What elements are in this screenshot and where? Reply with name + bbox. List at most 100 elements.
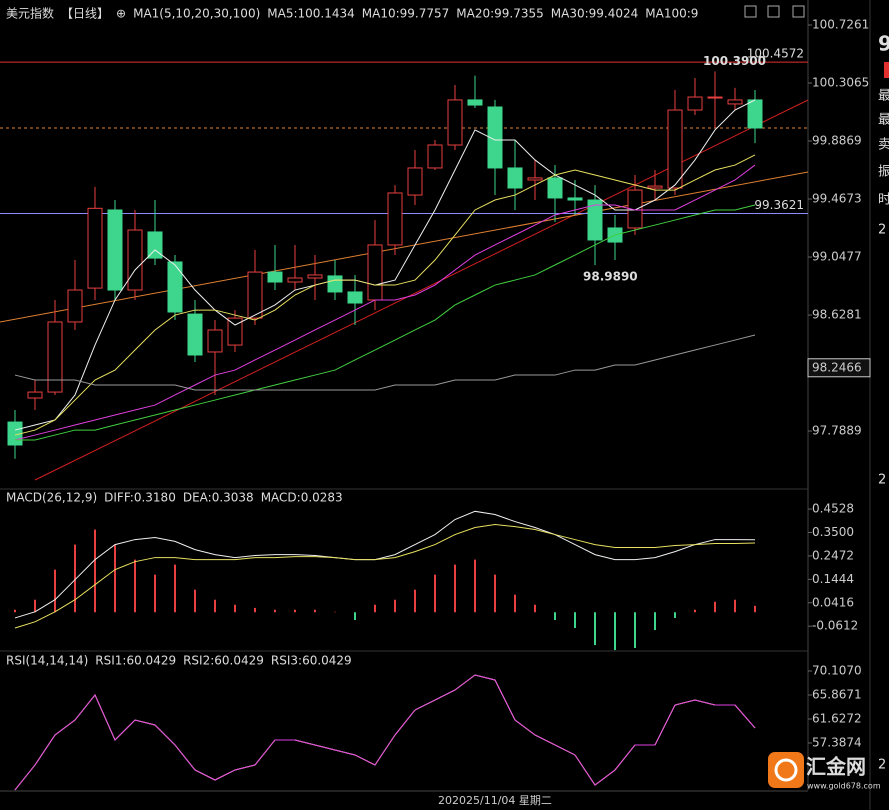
window-controls[interactable] xyxy=(744,5,805,18)
side-panel-text: 卖 xyxy=(878,138,889,153)
side-panel-text: 最 xyxy=(878,89,889,104)
candle-body xyxy=(87,207,103,289)
candle-body xyxy=(187,313,203,356)
cursor-box xyxy=(807,358,871,378)
line-label: 99.3621 xyxy=(754,198,804,212)
y-tick-label: 99.8869 xyxy=(812,134,862,148)
y-tick-label: 0.4528 xyxy=(812,502,854,516)
x-axis-label: 20 xyxy=(438,794,452,807)
legend-text: MA5:100.1434 xyxy=(267,7,355,21)
legend-text: RSI3:60.0429 xyxy=(271,654,352,668)
candle-body xyxy=(27,391,43,399)
legend-text: MA1(5,10,20,30,100) xyxy=(133,7,260,21)
side-panel-text: 2 xyxy=(878,758,886,773)
side-panel-text: 振 xyxy=(878,165,889,180)
legend-text: MACD(26,12,9) xyxy=(6,491,97,505)
legend-text: DEA:0.3038 xyxy=(183,491,254,505)
candle-body xyxy=(527,177,543,181)
ma-line xyxy=(15,204,756,441)
macd-line xyxy=(14,524,756,629)
y-tick-label: 0.1444 xyxy=(812,572,854,586)
candle-body xyxy=(387,192,403,246)
candle-body xyxy=(507,167,523,189)
candle-body xyxy=(107,209,123,291)
side-panel-text: 9 xyxy=(878,32,889,56)
cursor-label: 98.2466 xyxy=(812,360,862,374)
y-tick-label: 99.0477 xyxy=(812,250,862,264)
candle-body xyxy=(267,271,283,283)
candle-body xyxy=(147,231,163,259)
candle-body xyxy=(687,96,703,111)
candle-body xyxy=(547,177,563,199)
candle-body xyxy=(347,291,363,304)
candle-body xyxy=(427,144,443,169)
candle-body xyxy=(447,99,463,146)
line-label: 100.4572 xyxy=(747,47,804,61)
candle-body xyxy=(287,277,303,283)
candle-body xyxy=(707,96,723,99)
candle-body xyxy=(127,229,143,291)
candle-body xyxy=(207,329,223,353)
candle-body xyxy=(67,289,83,323)
logo-icon xyxy=(768,752,804,788)
ma-line xyxy=(14,154,756,436)
legend-text: RSI(14,14,14) xyxy=(6,654,88,668)
logo-text: 汇金网 xyxy=(806,755,866,779)
y-tick-label: 99.4673 xyxy=(812,192,862,206)
legend-text: MA20:99.7355 xyxy=(456,7,544,21)
candle-body xyxy=(727,99,743,105)
ma-line xyxy=(14,334,756,391)
y-tick-label: 0.2472 xyxy=(812,548,854,562)
candle-body xyxy=(247,271,263,319)
candle-body xyxy=(307,274,323,279)
macd-line xyxy=(14,510,756,619)
control-button[interactable] xyxy=(767,5,780,18)
extreme-label: 98.9890 xyxy=(583,270,638,284)
y-tick-label: 65.8671 xyxy=(812,687,862,701)
ma-line xyxy=(14,164,756,441)
candle-body xyxy=(667,109,683,189)
candle-body xyxy=(407,167,423,196)
candle-body xyxy=(367,244,383,301)
x-axis-label: 2025/11/04 星期二 xyxy=(452,794,552,807)
candle-body xyxy=(627,189,643,229)
legend-text: RSI1:60.0429 xyxy=(95,654,176,668)
side-marker xyxy=(884,62,889,78)
legend-text: MACD:0.0283 xyxy=(261,491,343,505)
candle-body xyxy=(467,99,483,106)
legend-text: DIFF:0.3180 xyxy=(104,491,176,505)
extreme-label: 100.3900 xyxy=(703,54,766,68)
y-tick-label: 0.0416 xyxy=(812,595,854,609)
ma-line xyxy=(14,99,756,431)
legend-text: 【日线】 xyxy=(61,7,109,21)
y-tick-label: 70.1070 xyxy=(812,663,862,677)
side-panel-text: 2 xyxy=(878,473,886,488)
logo-url: www.gold678.com xyxy=(807,782,881,791)
side-panel-text: 时 xyxy=(878,193,889,208)
y-tick-label: 97.7889 xyxy=(812,424,862,438)
control-button[interactable] xyxy=(744,5,757,18)
side-panel-text: 2 xyxy=(878,223,886,238)
y-tick-label: 57.3874 xyxy=(812,736,862,750)
y-tick-label: 61.6272 xyxy=(812,712,862,726)
candle-body xyxy=(647,185,663,189)
y-tick-label: 98.6281 xyxy=(812,308,862,322)
candle-body xyxy=(167,261,183,313)
control-button[interactable] xyxy=(792,5,805,18)
y-tick-label: 0.3500 xyxy=(812,525,854,539)
y-tick-label: 100.3065 xyxy=(812,76,869,90)
candle-body xyxy=(327,275,343,293)
logo-glyph xyxy=(774,758,798,782)
rsi-line xyxy=(14,674,756,791)
candle-body xyxy=(747,99,763,129)
legend-text: MA100:9 xyxy=(645,7,698,21)
candle-body xyxy=(587,199,603,241)
candle-body xyxy=(487,106,503,169)
legend-text: RSI2:60.0429 xyxy=(183,654,264,668)
legend-text: MA10:99.7757 xyxy=(362,7,450,21)
side-panel-text: 最 xyxy=(878,113,889,128)
candle-body xyxy=(47,321,63,393)
y-tick-label: -0.0612 xyxy=(812,619,858,633)
